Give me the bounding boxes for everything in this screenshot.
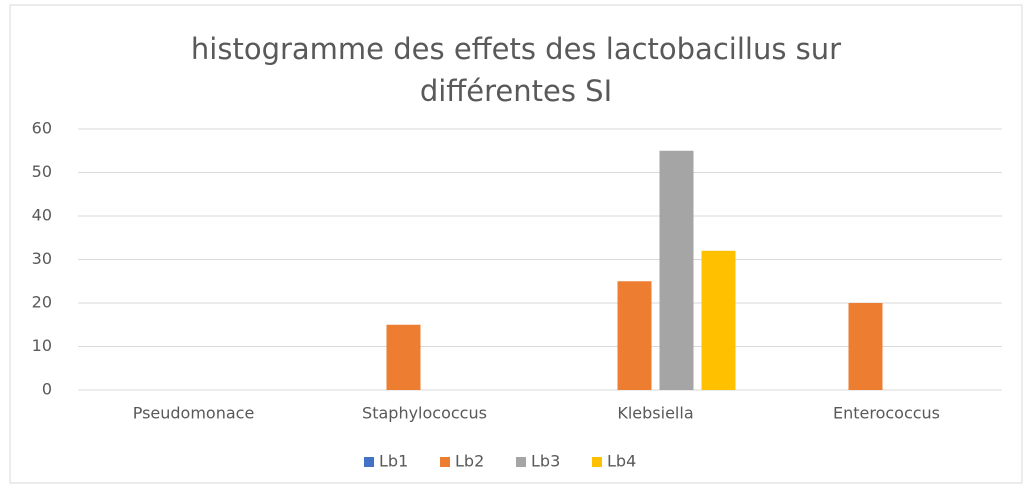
x-tick-label: Klebsiella xyxy=(617,404,693,423)
legend-swatch xyxy=(440,457,450,467)
chart-border xyxy=(9,4,1023,484)
legend-swatch xyxy=(364,457,374,467)
bar xyxy=(617,281,652,390)
y-tick-label: 60 xyxy=(32,119,52,138)
chart-title: histogramme des effets des lactobacillus… xyxy=(190,32,842,108)
y-tick-label: 50 xyxy=(32,162,52,181)
legend-label: Lb3 xyxy=(531,452,560,471)
bar xyxy=(386,324,421,390)
y-tick-label: 0 xyxy=(42,380,52,399)
x-tick-label: Enterococcus xyxy=(833,404,940,423)
bar xyxy=(659,150,694,390)
legend-swatch xyxy=(592,457,602,467)
y-tick-label: 10 xyxy=(32,336,52,355)
x-tick-label: Staphylococcus xyxy=(362,404,487,423)
legend-label: Lb4 xyxy=(607,452,636,471)
legend-label: Lb1 xyxy=(379,452,408,471)
legend-swatch xyxy=(516,457,526,467)
y-tick-label: 30 xyxy=(32,249,52,268)
bar xyxy=(701,250,736,390)
y-tick-label: 20 xyxy=(32,293,52,312)
legend-label: Lb2 xyxy=(455,452,484,471)
bar xyxy=(848,303,883,390)
x-tick-label: Pseudomonace xyxy=(133,404,255,423)
y-tick-label: 40 xyxy=(32,206,52,225)
